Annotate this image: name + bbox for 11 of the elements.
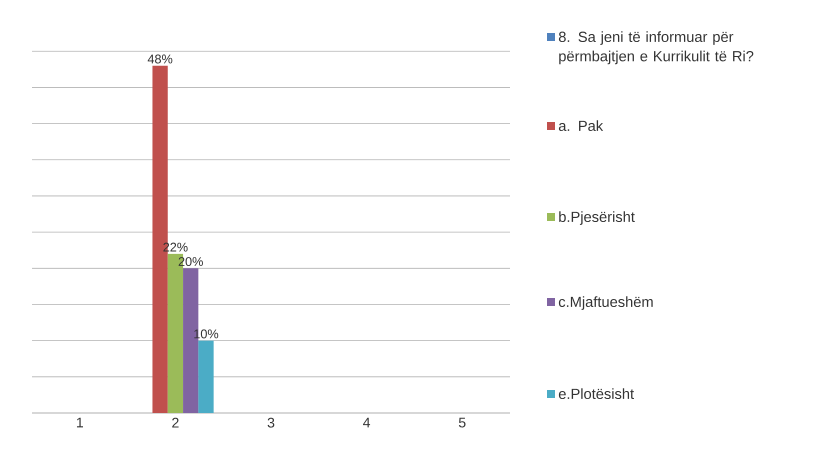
x-tick-label: 1 [76, 418, 83, 428]
x-tick-label: 2 [172, 418, 179, 428]
x-tick-label: 4 [363, 418, 370, 428]
data-label: 48% [148, 54, 172, 64]
legend-label: b.Pjesërisht [559, 211, 635, 225]
legend-label: c.Mjaftueshëm [558, 296, 653, 310]
legend-label: a. Pak [558, 120, 604, 132]
legend-label: e.Plotësisht [558, 388, 634, 400]
x-tick-label: 3 [268, 418, 274, 428]
x-tick-label: 5 [458, 418, 466, 428]
legend-label: 8. Sa jeni të informuar për përmbajtjen e Kurrikulit të Ri? [558, 31, 754, 64]
